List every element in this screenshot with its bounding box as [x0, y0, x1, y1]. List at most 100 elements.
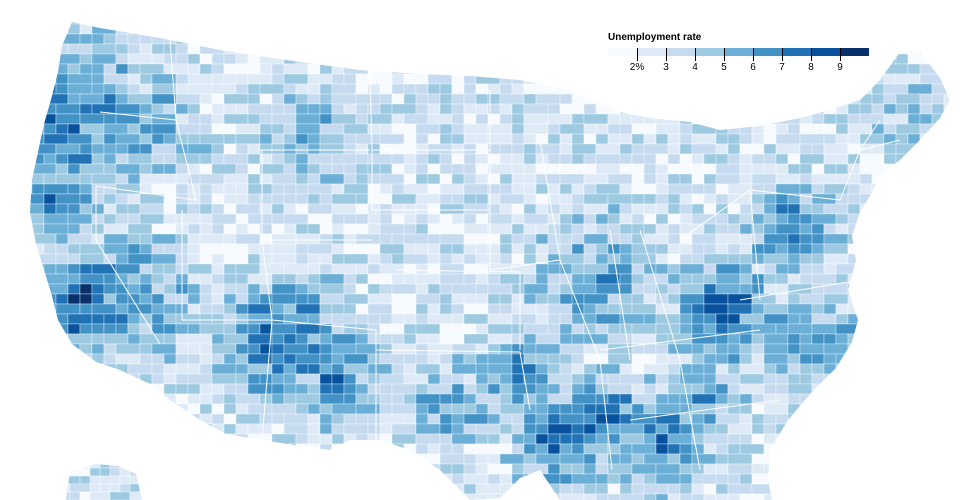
- county-cell: [55, 153, 69, 165]
- county-cell: [475, 363, 489, 375]
- county-cell: [163, 22, 189, 25]
- county-cell: [571, 133, 585, 145]
- county-cell: [751, 213, 765, 225]
- county-cell: [367, 353, 381, 365]
- county-cell: [187, 393, 201, 405]
- county-cell: [715, 243, 729, 255]
- county-cell: [499, 153, 513, 165]
- county-cell: [727, 203, 741, 215]
- county-cell: [211, 433, 237, 445]
- county-cell: [391, 443, 405, 455]
- county-cell: [787, 273, 801, 285]
- county-cell: [463, 323, 477, 335]
- county-cell: [859, 223, 873, 235]
- county-cell: [475, 22, 489, 25]
- county-cell: [956, 424, 960, 434]
- county-cell: [607, 453, 621, 465]
- county-cell: [499, 22, 513, 25]
- county-cell: [103, 163, 117, 175]
- county-cell: [379, 333, 393, 345]
- county-cell: [499, 293, 513, 305]
- county-cell: [475, 373, 489, 385]
- county-cell: [499, 113, 513, 125]
- county-cell: [595, 403, 621, 415]
- county-cell: [907, 313, 921, 325]
- county-cell: [871, 93, 885, 105]
- county-cell: [199, 453, 213, 465]
- county-cell: [295, 243, 309, 255]
- county-cell: [859, 103, 873, 115]
- county-cell: [847, 83, 861, 95]
- county-cell: [919, 123, 945, 135]
- county-cell: [751, 133, 765, 145]
- county-cell: [607, 493, 621, 500]
- county-cell: [199, 253, 213, 265]
- county-cell: [775, 173, 801, 185]
- county-cell: [223, 73, 237, 85]
- county-cell: [415, 103, 429, 115]
- county-cell: [883, 463, 897, 475]
- county-cell: [151, 83, 177, 95]
- county-cell: [235, 43, 249, 55]
- county-cell: [163, 373, 177, 385]
- county-cell: [523, 213, 549, 225]
- county-cell: [355, 263, 369, 275]
- county-cell: [775, 423, 801, 435]
- county-cell: [91, 193, 105, 205]
- county-cell: [163, 393, 177, 405]
- county-cell: [403, 323, 417, 335]
- county-cell: [595, 303, 609, 315]
- county-cell: [559, 53, 585, 65]
- county-cell: [415, 473, 429, 485]
- county-cell: [343, 43, 369, 55]
- county-cell: [895, 293, 921, 305]
- county-cell: [79, 33, 93, 45]
- county-cell: [511, 323, 525, 335]
- county-cell: [787, 243, 801, 255]
- county-cell: [559, 43, 573, 55]
- county-cell: [367, 383, 381, 395]
- county-cell: [547, 493, 561, 500]
- county-cell: [199, 413, 213, 425]
- county-cell: [295, 43, 321, 55]
- county-cell: [871, 103, 885, 115]
- county-cell: [703, 163, 717, 175]
- county-cell: [127, 413, 141, 425]
- county-cell: [571, 393, 597, 405]
- county-cell: [391, 493, 405, 500]
- county-cell: [619, 223, 633, 235]
- county-cell: [787, 453, 801, 465]
- county-cell: [69, 491, 81, 500]
- county-cell: [211, 183, 225, 195]
- county-cell: [139, 383, 165, 395]
- county-cell: [535, 413, 549, 425]
- county-cell: [367, 423, 381, 435]
- county-cell: [931, 143, 945, 155]
- county-cell: [703, 363, 717, 375]
- county-cell: [283, 483, 297, 495]
- county-cell: [763, 283, 777, 295]
- county-cell: [835, 223, 849, 235]
- county-cell: [715, 223, 729, 235]
- county-cell: [31, 93, 45, 105]
- county-cell: [739, 253, 753, 265]
- county-cell: [871, 263, 885, 275]
- county-cell: [811, 483, 837, 495]
- county-cell: [643, 363, 669, 375]
- county-cell: [847, 483, 861, 495]
- county-cell: [475, 193, 489, 205]
- county-cell: [30, 83, 33, 95]
- county-cell: [307, 433, 321, 445]
- county-cell: [487, 213, 513, 225]
- county-cell: [835, 303, 849, 315]
- county-cell: [679, 283, 705, 295]
- county-cell: [547, 463, 561, 475]
- county-cell: [763, 363, 777, 375]
- county-cell: [31, 303, 45, 315]
- county-cell: [943, 323, 950, 335]
- county-cell: [127, 243, 141, 255]
- county-cell: [415, 393, 441, 405]
- county-cell: [199, 303, 213, 315]
- state-border: [99, 111, 177, 121]
- county-cell: [919, 33, 933, 45]
